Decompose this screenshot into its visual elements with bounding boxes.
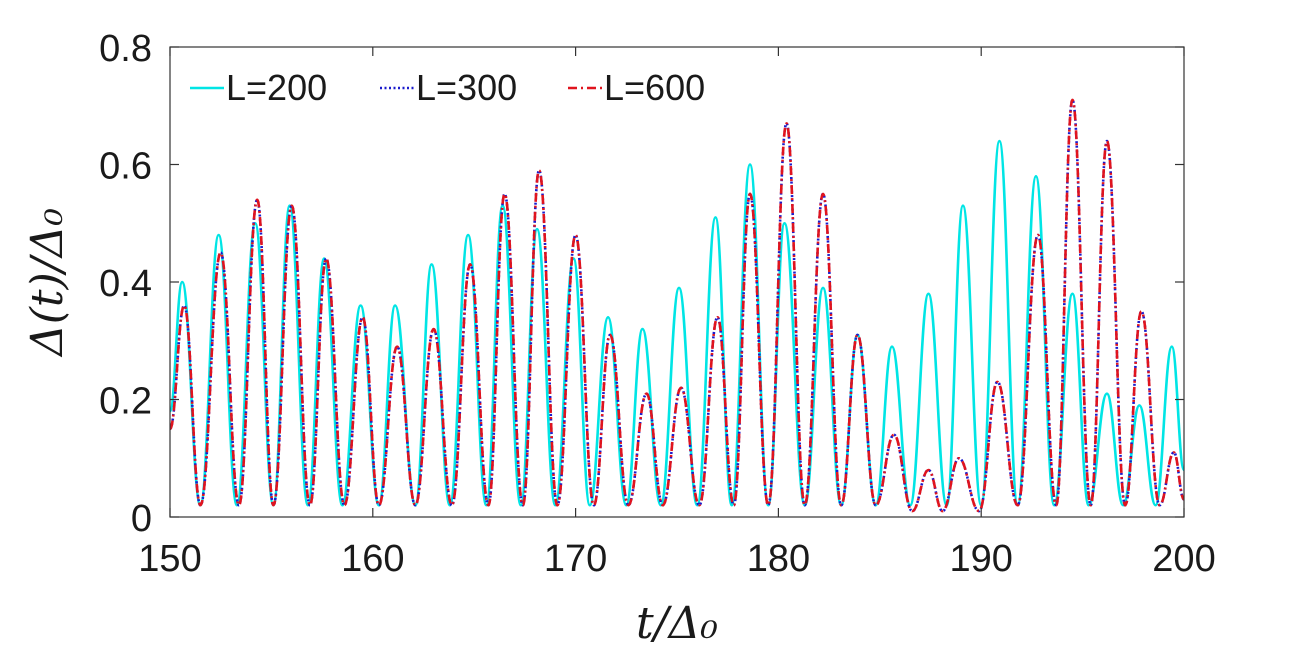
y-tick-label: 0	[131, 498, 152, 540]
y-tick-label: 0.8	[99, 28, 152, 70]
series-layer	[168, 98, 1186, 513]
y-tick-label: 0.2	[99, 381, 152, 423]
y-axis-label: Δ(t)/Δ₀	[22, 208, 73, 358]
y-tick-label: 0.6	[99, 146, 152, 188]
legend-label-1: L=200	[226, 67, 327, 108]
x-axis-label: t/Δ₀	[636, 598, 718, 649]
ticks-layer: 150 160 170 180 190 200 0 0.2 0.4 0.6 0.8	[99, 28, 1216, 580]
x-tick-label: 160	[341, 538, 404, 580]
legend-label-2: L=300	[416, 67, 517, 108]
y-tick-label: 0.4	[99, 263, 152, 305]
series-line-2	[168, 98, 1186, 513]
series-line-3	[168, 98, 1186, 513]
series-line-1	[168, 139, 1186, 507]
x-tick-label: 190	[949, 538, 1012, 580]
x-tick-label: 150	[138, 538, 201, 580]
legend: L=200 L=300 L=600	[190, 67, 705, 108]
x-tick-label: 200	[1152, 538, 1215, 580]
x-tick-label: 180	[747, 538, 810, 580]
legend-label-3: L=600	[604, 67, 705, 108]
x-tick-label: 170	[544, 538, 607, 580]
